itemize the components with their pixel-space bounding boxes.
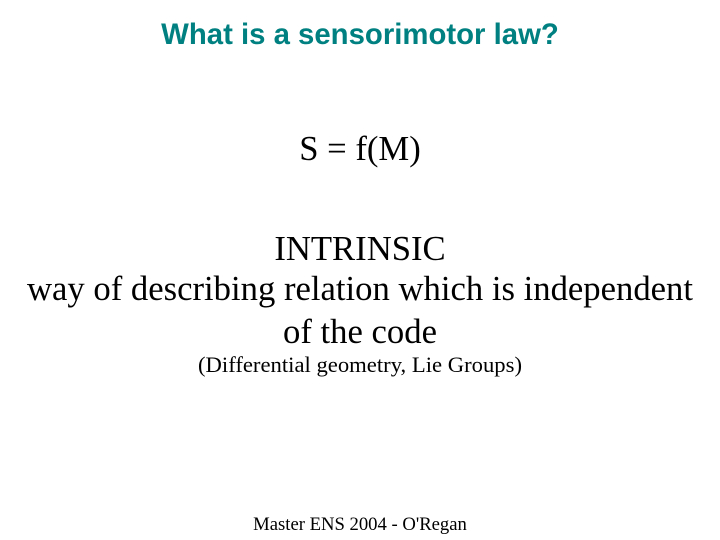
equation: S = f(M) (0, 130, 720, 169)
intrinsic-label: INTRINSIC (0, 230, 720, 269)
description-block: way of describing relation which is inde… (0, 268, 720, 355)
description-line-2: of the code (283, 313, 437, 351)
footer: Master ENS 2004 - O'Regan (0, 514, 720, 536)
slide: What is a sensorimotor law? S = f(M) INT… (0, 0, 720, 540)
note: (Differential geometry, Lie Groups) (0, 352, 720, 378)
slide-title: What is a sensorimotor law? (0, 18, 720, 52)
description-line-1: way of describing relation which is inde… (27, 270, 693, 308)
